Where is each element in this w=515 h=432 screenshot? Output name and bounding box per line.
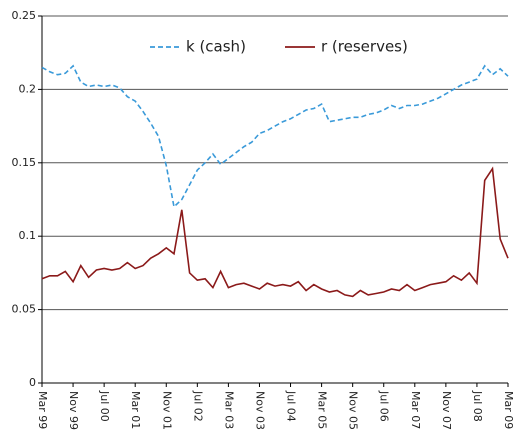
x-tick-label: Mar 07 xyxy=(409,391,422,429)
y-tick-label: 0.2 xyxy=(19,82,37,95)
x-tick-label: Mar 99 xyxy=(36,391,49,429)
y-tick-label: 0.15 xyxy=(12,156,37,169)
legend-label: r (reserves) xyxy=(321,38,408,56)
x-tick-label: Nov 07 xyxy=(440,391,453,430)
y-tick-label: 0.25 xyxy=(12,9,37,22)
series-line xyxy=(41,64,509,209)
x-tick-label: Nov 99 xyxy=(67,391,80,430)
x-tick-label: Jul 08 xyxy=(471,390,484,422)
x-tick-label: Mar 09 xyxy=(502,391,515,429)
y-tick-label: 0.1 xyxy=(19,229,37,242)
y-tick-label: 0.05 xyxy=(12,303,37,316)
series-line xyxy=(41,166,509,298)
x-tick-label: Mar 05 xyxy=(316,391,329,429)
x-tick-label: Jul 00 xyxy=(98,390,111,422)
x-tick-label: Jul 02 xyxy=(191,390,204,422)
x-tick-label: Nov 05 xyxy=(347,391,360,430)
x-tick-label: Jul 06 xyxy=(378,390,391,422)
x-tick-label: Mar 01 xyxy=(129,391,142,429)
x-tick-label: Mar 03 xyxy=(222,391,235,429)
y-tick-label: 0 xyxy=(29,376,36,389)
x-tick-label: Nov 03 xyxy=(253,391,266,430)
x-tick-label: Jul 04 xyxy=(285,390,298,422)
legend-label: k (cash) xyxy=(186,38,246,56)
x-tick-label: Nov 01 xyxy=(160,391,173,430)
